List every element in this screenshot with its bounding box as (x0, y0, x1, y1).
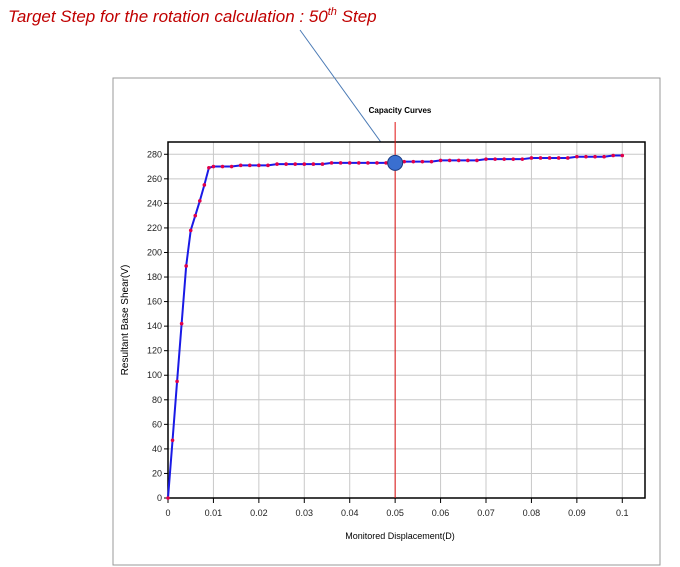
x-tick-label: 0 (165, 508, 170, 518)
y-tick-label: 0 (157, 493, 162, 503)
data-point (438, 158, 443, 163)
data-point (275, 162, 279, 166)
y-tick-label: 20 (152, 468, 162, 478)
annotation-sup: th (328, 6, 337, 18)
y-tick-label: 220 (147, 223, 162, 233)
data-point (357, 161, 361, 165)
data-point (556, 156, 561, 160)
x-tick-label: 0.08 (523, 508, 541, 518)
y-tick-label: 260 (147, 174, 162, 184)
y-tick-label: 100 (147, 370, 162, 380)
data-point (247, 163, 252, 168)
data-point (475, 158, 479, 163)
data-point (420, 159, 425, 164)
data-point (184, 264, 188, 268)
x-tick-label: 0.09 (568, 508, 586, 518)
data-point (384, 161, 388, 165)
data-point (447, 158, 452, 163)
data-point (284, 162, 288, 166)
y-tick-label: 240 (147, 198, 162, 208)
data-point (220, 164, 225, 169)
data-point (411, 159, 416, 164)
data-point (520, 157, 525, 161)
data-point (302, 162, 307, 166)
plot-area (168, 142, 645, 498)
data-point (238, 163, 243, 168)
y-tick-label: 280 (147, 149, 162, 159)
x-tick-label: 0.05 (386, 508, 404, 518)
data-point (484, 157, 488, 161)
data-point (538, 156, 543, 160)
annotation-text: Target Step for the rotation calculation… (8, 7, 328, 26)
data-point (620, 153, 625, 158)
target-point (387, 154, 404, 171)
data-point (565, 156, 570, 160)
data-point (175, 379, 179, 384)
data-point (338, 161, 343, 165)
y-tick-label: 180 (147, 272, 162, 282)
data-point (593, 154, 597, 159)
data-point (375, 161, 379, 165)
x-axis-title: Monitored Displacement(D) (345, 531, 455, 541)
data-point (511, 157, 516, 161)
x-tick-label: 0.07 (477, 508, 495, 518)
data-point (179, 321, 184, 326)
y-axis-title: Resultant Base Shear(V) (120, 265, 131, 376)
data-point (347, 161, 352, 165)
data-point (207, 165, 211, 170)
chart-title: Capacity Curves (369, 106, 432, 115)
x-tick-label: 0.02 (250, 508, 268, 518)
data-point (602, 154, 606, 159)
data-point (266, 163, 270, 168)
y-tick-label: 80 (152, 395, 162, 405)
data-point (257, 163, 261, 168)
x-tick-label: 0.04 (341, 508, 359, 518)
data-point (229, 164, 234, 169)
x-tick-label: 0.01 (205, 508, 223, 518)
y-tick-label: 120 (147, 346, 162, 356)
data-point (188, 228, 193, 233)
data-point (611, 153, 615, 158)
annotation: Target Step for the rotation calculation… (8, 6, 377, 26)
data-point (193, 213, 198, 218)
data-point (170, 438, 175, 443)
x-tick-label: 0.06 (432, 508, 450, 518)
annotation-arrow (299, 29, 389, 153)
data-point (320, 162, 325, 166)
data-point (166, 496, 170, 500)
x-tick-label: 0.03 (296, 508, 314, 518)
annotation-suffix: Step (337, 7, 377, 26)
data-point (547, 156, 552, 160)
y-tick-label: 200 (147, 247, 162, 257)
data-point (529, 156, 534, 160)
data-point (366, 161, 370, 165)
data-point (456, 158, 461, 163)
data-point (293, 162, 298, 166)
data-point (502, 157, 506, 161)
plot: 0 20 40 60 80 100 120 140 160 180 200 220 240 260 280 0… (147, 122, 646, 518)
y-tick-label: 140 (147, 321, 162, 331)
y-tick-label: 60 (152, 419, 162, 429)
data-point (429, 159, 434, 164)
data-point (329, 161, 334, 165)
y-tick-label: 160 (147, 297, 162, 307)
data-point (198, 199, 202, 203)
data-point (575, 154, 579, 159)
x-tick-label: 0.1 (616, 508, 629, 518)
y-tick-label: 40 (152, 444, 162, 454)
plot-border (167, 141, 646, 499)
data-point (584, 154, 588, 159)
data-point (493, 157, 497, 161)
data-point (466, 158, 470, 163)
data-point (202, 183, 207, 187)
data-point (311, 162, 316, 166)
data-point (402, 159, 407, 164)
data-point (211, 164, 216, 169)
